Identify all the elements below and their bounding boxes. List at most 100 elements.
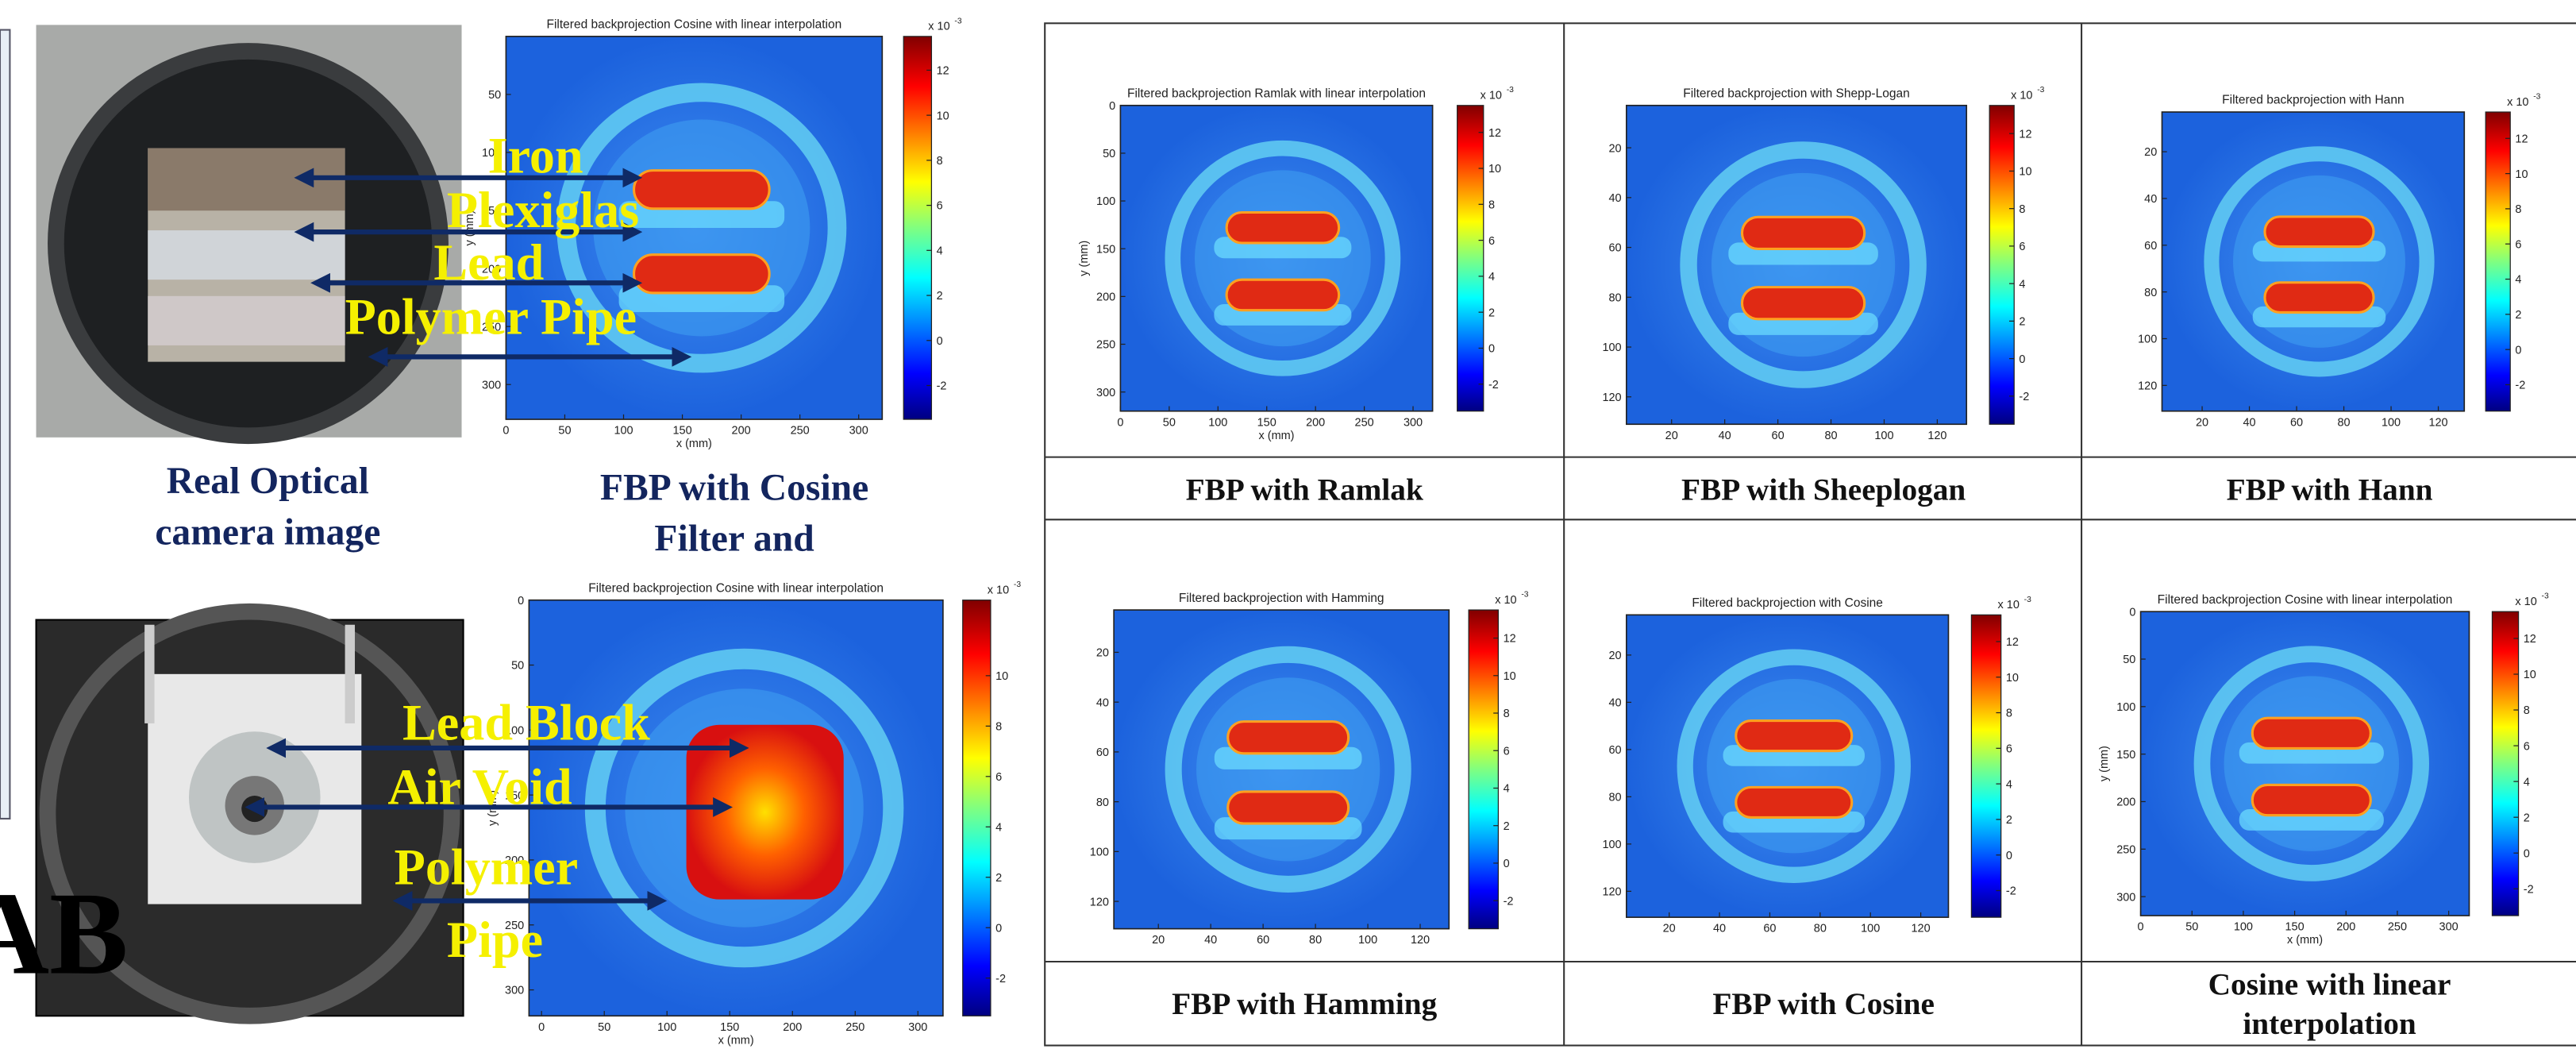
y-tick-label: 100 xyxy=(1602,839,1621,851)
x-tick-label: 200 xyxy=(783,1021,802,1034)
colorbar-tick-label: 0 xyxy=(995,922,1002,935)
colorbar-tick-label: -2 xyxy=(2006,885,2016,898)
x-tick-label: 120 xyxy=(1927,430,1946,442)
colorbar-tick-label: 12 xyxy=(2019,128,2031,141)
plot: Filtered backprojection with Hamming2040… xyxy=(1090,591,1529,947)
colorbar-tick-label: -2 xyxy=(2019,391,2029,403)
y-tick-label: 300 xyxy=(505,985,524,997)
bar-object xyxy=(2265,283,2374,313)
heatmap xyxy=(1120,106,1432,411)
bar-object xyxy=(2252,718,2370,748)
y-tick-label: 40 xyxy=(1609,192,1622,205)
label: Polymer xyxy=(395,839,579,896)
x-tick-label: 0 xyxy=(1117,416,1123,429)
colorbar-tick-label: 4 xyxy=(2515,274,2521,287)
x-tick-label: 150 xyxy=(720,1021,739,1034)
window-fragment xyxy=(0,30,10,819)
y-tick-label: 100 xyxy=(1602,341,1621,354)
y-tick-label: 120 xyxy=(1602,886,1621,899)
y-tick-label: 20 xyxy=(1096,647,1109,660)
label: Lead Block xyxy=(402,695,650,751)
y-tick-label: 250 xyxy=(1096,339,1115,352)
bar-object xyxy=(1742,217,1864,249)
colorbar-tick-label: 12 xyxy=(937,65,949,78)
x-tick-label: 250 xyxy=(845,1021,864,1034)
colorbar-exponent: x 10 xyxy=(988,584,1009,596)
x-tick-label: 120 xyxy=(1912,923,1931,935)
colorbar-tick-label: 2 xyxy=(2019,316,2025,329)
x-tick-label: 250 xyxy=(2388,921,2407,934)
colorbar-tick-label: 10 xyxy=(1504,670,1516,683)
colorbar-tick-label: 12 xyxy=(2524,633,2536,646)
y-tick-label: 120 xyxy=(1090,896,1109,908)
colorbar-tick-label: -2 xyxy=(2515,380,2525,392)
heatmap xyxy=(2162,112,2464,411)
colorbar-tick-label: 6 xyxy=(2524,740,2530,753)
x-tick-label: 50 xyxy=(2185,921,2198,934)
x-tick-label: 40 xyxy=(1204,934,1217,947)
x-tick-label: 300 xyxy=(849,425,868,438)
colorbar-tick-label: 0 xyxy=(937,335,943,348)
x-tick-label: 100 xyxy=(1208,416,1227,429)
y-axis-label: y (mm) xyxy=(2098,746,2111,781)
colorbar-tick-label: 10 xyxy=(2006,672,2019,685)
colorbar-tick-label: 6 xyxy=(995,771,1002,784)
colorbar-tick-label: -2 xyxy=(1488,379,1499,391)
y-tick-label: 250 xyxy=(2116,843,2135,856)
colorbar-tick-label: 4 xyxy=(1504,783,1510,796)
colorbar xyxy=(1457,106,1484,411)
x-tick-label: 20 xyxy=(1152,934,1165,947)
colorbar-tick-label: 8 xyxy=(2006,708,2012,720)
y-axis-label: y (mm) xyxy=(1078,241,1091,276)
x-tick-label: 100 xyxy=(657,1021,676,1034)
x-tick-label: 20 xyxy=(1663,923,1676,935)
colorbar-tick-label: 12 xyxy=(1488,127,1501,140)
page: {"left":{"photo_caption_top":["Real Opti… xyxy=(0,0,2576,1049)
label: Plexiglas xyxy=(447,182,639,238)
y-tick-label: 0 xyxy=(1109,100,1115,113)
colorbar-tick-label: 4 xyxy=(2006,778,2012,791)
y-tick-label: 200 xyxy=(1096,291,1115,304)
colorbar xyxy=(2486,112,2510,411)
colorbar-tick-label: 10 xyxy=(2524,669,2536,681)
x-tick-label: 60 xyxy=(1772,430,1785,442)
y-tick-label: 60 xyxy=(1609,744,1622,757)
x-tick-label: 20 xyxy=(1665,430,1678,442)
colorbar-tick-label: 4 xyxy=(2524,776,2530,789)
plot-title: Filtered backprojection Cosine with line… xyxy=(588,581,884,595)
y-tick-label: 300 xyxy=(2116,891,2135,904)
x-tick-label: 150 xyxy=(672,425,691,438)
x-tick-label: 100 xyxy=(1861,923,1880,935)
y-tick-label: 50 xyxy=(1103,148,1115,160)
bar-object xyxy=(1228,722,1349,754)
colorbar-exponent-power: -3 xyxy=(2533,92,2540,101)
y-tick-label: 20 xyxy=(2144,146,2157,159)
plot: Filtered backprojection with Hann2040608… xyxy=(2138,92,2540,429)
colorbar-tick-label: 8 xyxy=(2515,203,2521,216)
table-caption: FBP with Cosine xyxy=(1712,986,1935,1021)
colorbar-tick-label: 0 xyxy=(1504,858,1510,870)
colorbar-tick-label: 0 xyxy=(2524,847,2530,860)
bar-object xyxy=(1226,280,1339,310)
figure: Filtered backprojection Cosine with line… xyxy=(0,0,2576,1049)
colorbar xyxy=(903,37,931,419)
x-tick-label: 300 xyxy=(2439,921,2459,934)
colorbar-tick-label: 0 xyxy=(2006,850,2012,862)
x-tick-label: 40 xyxy=(1713,923,1726,935)
y-tick-label: 100 xyxy=(2116,701,2135,714)
plot-title: Filtered backprojection with Hann xyxy=(2222,94,2404,107)
y-tick-label: 100 xyxy=(1096,195,1115,208)
y-tick-label: 0 xyxy=(2129,606,2135,619)
plot-title: Filtered backprojection Ramlak with line… xyxy=(1127,87,1426,100)
y-tick-label: 150 xyxy=(2116,749,2135,762)
label: Pipe xyxy=(447,912,543,968)
label: Air Void xyxy=(387,758,572,815)
colorbar xyxy=(1971,615,2000,917)
colorbar-tick-label: -2 xyxy=(2524,883,2534,896)
colorbar-exponent: x 10 xyxy=(1495,594,1516,607)
bar-object xyxy=(2265,217,2374,247)
x-axis-label: x (mm) xyxy=(1259,430,1295,442)
x-tick-label: 250 xyxy=(1355,416,1374,429)
y-tick-label: 50 xyxy=(511,660,524,673)
colorbar-tick-label: 10 xyxy=(2019,166,2031,179)
